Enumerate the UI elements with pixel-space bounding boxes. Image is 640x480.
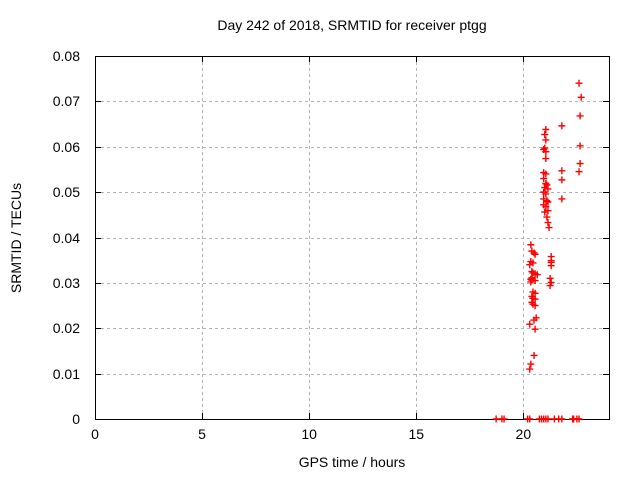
data-point-marker (530, 249, 538, 257)
data-point-marker (530, 351, 538, 359)
data-point-marker (542, 148, 550, 156)
data-point-marker (540, 175, 548, 183)
data-point-marker (558, 122, 566, 130)
data-point-marker (531, 289, 539, 297)
data-point-marker (541, 130, 549, 138)
data-point-marker (531, 325, 539, 333)
data-point-marker (558, 176, 566, 184)
data-point-marker (531, 295, 539, 303)
data-point-marker (533, 271, 541, 279)
data-point-marker (531, 250, 539, 258)
data-point-marker (576, 142, 584, 150)
data-point-marker (558, 167, 566, 175)
data-point-marker (575, 415, 583, 423)
data-point-marker (500, 415, 508, 423)
data-point-marker (544, 219, 552, 227)
data-point-marker (544, 185, 552, 193)
x-tick-label: 5 (198, 426, 206, 442)
data-point-marker (545, 224, 553, 232)
x-tick-label: 10 (301, 426, 317, 442)
data-point-marker (541, 208, 549, 216)
data-point-marker (542, 180, 550, 188)
data-point-marker (543, 213, 551, 221)
data-point-marker (544, 415, 552, 423)
data-point-marker (575, 79, 583, 87)
data-point-marker (547, 278, 555, 286)
data-point-marker (575, 168, 583, 176)
chart-title: Day 242 of 2018, SRMTID for receiver ptg… (217, 17, 487, 33)
data-point-marker (527, 360, 535, 368)
data-point-marker (558, 195, 566, 203)
data-point-marker (542, 203, 550, 211)
plot-border (95, 56, 610, 420)
y-tick-label: 0.08 (52, 48, 80, 64)
y-tick-label: 0 (72, 411, 80, 427)
data-point-marker (542, 136, 550, 144)
y-tick-label: 0.07 (52, 93, 80, 110)
data-point-marker (541, 144, 549, 152)
data-point-marker (576, 160, 584, 168)
data-point-marker (546, 274, 554, 282)
data-point-marker (531, 302, 539, 310)
data-point-marker (526, 320, 534, 328)
y-tick-label: 0.01 (52, 365, 80, 382)
data-point-marker (547, 262, 555, 270)
data-point-marker (544, 207, 552, 215)
data-point-marker (542, 190, 550, 198)
data-point-marker (526, 365, 534, 373)
y-tick-label: 0.06 (52, 138, 80, 155)
data-point-marker (576, 112, 584, 120)
data-point-marker (544, 198, 552, 206)
y-tick-label: 0.02 (52, 320, 80, 337)
data-point-marker (527, 241, 535, 249)
data-point-marker (546, 282, 554, 290)
data-point-marker (526, 261, 534, 269)
data-point-marker (531, 277, 539, 285)
x-tick-label: 20 (515, 426, 532, 442)
data-point-marker (541, 184, 549, 192)
y-tick-label: 0.03 (52, 274, 80, 291)
y-tick-label: 0.05 (52, 184, 80, 201)
x-axis-label: GPS time / hours (298, 454, 406, 470)
data-point-marker (542, 170, 550, 178)
data-point-marker (530, 316, 538, 324)
x-tick-label: 15 (408, 426, 425, 442)
data-point-marker (577, 93, 585, 101)
y-tick-label: 0.04 (52, 229, 80, 246)
data-point-marker (558, 415, 566, 423)
x-tick-label: 0 (91, 426, 99, 442)
data-point-marker (542, 155, 550, 163)
data-point-marker (526, 415, 534, 423)
data-point-marker (543, 197, 551, 205)
data-point-marker (542, 126, 550, 134)
data-point-marker (527, 278, 535, 286)
